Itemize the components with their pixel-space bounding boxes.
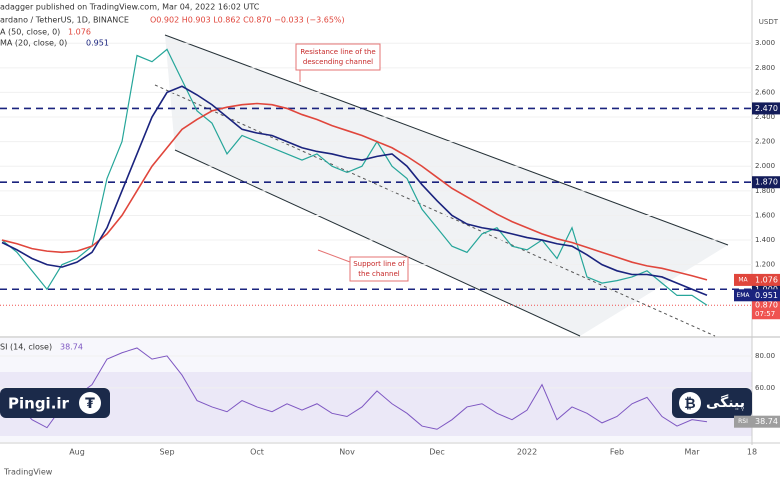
support-line bbox=[174, 149, 581, 337]
price-tag-bg bbox=[752, 299, 780, 320]
mid-line bbox=[154, 84, 716, 337]
legend-rsi: SI (14, close) bbox=[0, 343, 52, 352]
bitcoin-glyph: ₿ bbox=[684, 396, 695, 412]
x-tick-label: Nov bbox=[339, 448, 355, 457]
level-label-bg bbox=[752, 176, 780, 189]
tether-glyph: ₮ bbox=[85, 396, 95, 412]
logo-left-text: Pingi.ir bbox=[8, 395, 70, 413]
y-tick-label: 1.800 bbox=[755, 187, 775, 195]
annotation-text: descending channel bbox=[303, 58, 373, 66]
annotation-text: Support line of bbox=[353, 260, 405, 268]
x-tick-label: 2022 bbox=[517, 448, 537, 457]
legend-rsi-value: 38.74 bbox=[60, 343, 83, 352]
series-last-label-bg bbox=[752, 273, 780, 286]
series-tag-bg bbox=[734, 273, 752, 286]
series-last-label: 1.076 bbox=[755, 275, 778, 284]
series-tag: MA bbox=[738, 276, 748, 283]
annotation-text: Resistance line of the bbox=[300, 48, 375, 56]
series-line bbox=[1, 102, 708, 281]
y-tick-label: 2.800 bbox=[755, 64, 775, 72]
level-label: 1.000 bbox=[755, 285, 778, 294]
series-line bbox=[1, 347, 708, 430]
annotation-arrow bbox=[317, 249, 351, 263]
level-label: 1.870 bbox=[755, 178, 778, 187]
y-tick-label: 1.600 bbox=[755, 211, 775, 219]
rsi-band bbox=[0, 372, 752, 436]
series-tag-bg bbox=[734, 289, 752, 302]
y-tick-label: 1.400 bbox=[755, 236, 775, 244]
ohlc: O0.902 H0.903 L0.862 C0.870 −0.033 (−3.6… bbox=[150, 16, 345, 25]
rsi-tag-bg bbox=[734, 415, 752, 428]
y-tick-label: 2.400 bbox=[755, 113, 775, 121]
rsi-tag: RSI bbox=[738, 418, 748, 425]
series-last-label: 0.951 bbox=[755, 291, 778, 300]
countdown: 07:57 bbox=[755, 310, 775, 318]
annotation-box bbox=[349, 256, 409, 282]
rsi-last-label: 38.74 bbox=[755, 417, 778, 426]
y-tick-label: 2.200 bbox=[755, 138, 775, 146]
resistance-line bbox=[164, 34, 729, 246]
brand: TradingView bbox=[3, 468, 53, 477]
legend-ma: A (50, close, 0) bbox=[0, 28, 60, 37]
y-tick-label: 3.000 bbox=[755, 39, 775, 47]
legend-ema: MA (20, close, 0) bbox=[0, 39, 67, 48]
y-tick-label: 2.600 bbox=[755, 88, 775, 96]
legend-ma-value: 1.076 bbox=[68, 28, 91, 37]
series-last-label-bg bbox=[752, 289, 780, 302]
logo-right-text: پینگی bbox=[706, 394, 745, 411]
x-tick-label: 18 bbox=[747, 448, 757, 457]
x-tick-label: Dec bbox=[429, 448, 444, 457]
currency: USDT bbox=[759, 18, 779, 26]
symbol: ardano / TetherUS, 1D, BINANCE bbox=[0, 16, 129, 25]
rsi-last-label-bg bbox=[752, 415, 780, 428]
level-label-bg bbox=[752, 102, 780, 115]
annotation-text: the channel bbox=[358, 270, 399, 278]
y-tick-label: 80.00 bbox=[755, 352, 775, 360]
series-tag: EMA bbox=[736, 292, 750, 299]
x-tick-label: Sep bbox=[159, 448, 174, 457]
channel-fill bbox=[165, 35, 728, 336]
tether-icon bbox=[79, 392, 101, 414]
annotation-box bbox=[295, 43, 381, 71]
bitcoin-icon bbox=[679, 392, 701, 414]
series-line bbox=[1, 48, 708, 306]
y-tick-label: 1.200 bbox=[755, 261, 775, 269]
price-tag: 0.870 bbox=[755, 301, 778, 310]
y-tick-label: 60.00 bbox=[755, 384, 775, 392]
x-tick-label: Feb bbox=[610, 448, 624, 457]
legend-ema-value: 0.951 bbox=[86, 39, 109, 48]
series-line bbox=[1, 85, 708, 297]
level-label: 2.470 bbox=[755, 104, 778, 113]
x-tick-label: Mar bbox=[684, 448, 700, 457]
y-tick-label: 2.000 bbox=[755, 162, 775, 170]
x-tick-label: Aug bbox=[69, 448, 85, 457]
x-tick-label: Oct bbox=[250, 448, 264, 457]
published: adagger published on TradingView.com, Ma… bbox=[0, 3, 260, 12]
